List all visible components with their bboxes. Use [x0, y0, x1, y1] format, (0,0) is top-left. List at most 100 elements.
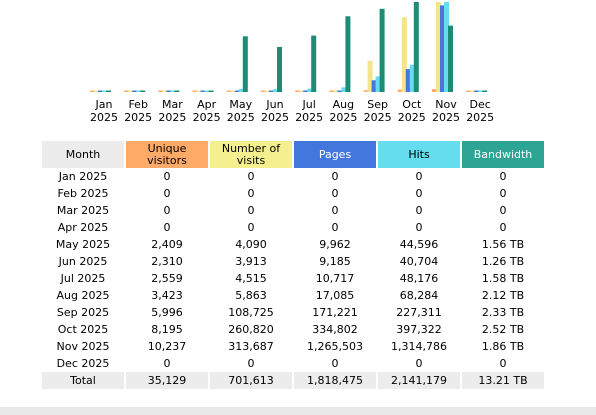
cell-pages: 0 — [331, 204, 339, 217]
x-tick-label: Aug — [333, 98, 354, 111]
cell-month: Oct 2025 — [57, 323, 109, 336]
cell-hits: 227,311 — [396, 306, 442, 319]
cell-visits: 0 — [247, 357, 255, 370]
table-row: Dec 2025 0 0 0 0 0 — [42, 355, 544, 372]
bar-pages-11 — [474, 90, 480, 92]
cell-hits: 68,284 — [399, 289, 439, 302]
table-row: Aug 2025 3,423 5,863 17,085 68,284 2.12 TB — [42, 287, 544, 304]
cell-hits: 0 — [415, 187, 423, 200]
x-tick-label: 2025 — [158, 111, 186, 124]
cell-pages: 9,962 — [319, 238, 351, 251]
cell-hits: 0 — [415, 221, 423, 234]
header-hits: Hits — [378, 141, 460, 168]
bar-bandwidth_tb-5 — [277, 47, 282, 92]
cell-bandwidth: 0 — [499, 170, 507, 183]
bar-visits-3 — [196, 90, 202, 92]
table-row: Jun 2025 2,310 3,913 9,185 40,704 1.26 TB — [42, 253, 544, 270]
bar-hits-11 — [478, 90, 484, 92]
cell-unique: 2,310 — [151, 255, 183, 268]
bar-hits-4 — [238, 88, 244, 92]
x-tick-label: Apr — [197, 98, 217, 111]
x-tick-label: Oct — [402, 98, 422, 111]
header-bandwidth: Bandwidth — [462, 141, 544, 168]
table-row: Jul 2025 2,559 4,515 10,717 48,176 1.58 TB — [42, 270, 544, 287]
total-pages: 1,818,475 — [294, 372, 376, 389]
bar-unique-9 — [397, 89, 403, 92]
cell-visits: 0 — [247, 204, 255, 217]
cell-bandwidth: 2.52 TB — [481, 323, 525, 336]
table-row: May 2025 2,409 4,090 9,962 44,596 1.56 TB — [42, 236, 544, 253]
cell-bandwidth: 1.26 TB — [481, 255, 525, 268]
bar-pages-6 — [303, 90, 309, 92]
cell-month: Feb 2025 — [57, 187, 109, 200]
cell-visits: 313,687 — [228, 340, 274, 353]
cell-hits: 40,704 — [399, 255, 439, 268]
x-tick-label: Dec — [470, 98, 491, 111]
cell-pages: 1,265,503 — [307, 340, 363, 353]
cell-pages: 0 — [331, 357, 339, 370]
bar-hits-5 — [273, 89, 278, 92]
bar-pages-1 — [132, 90, 138, 92]
cell-pages: 0 — [331, 221, 339, 234]
cell-month: May 2025 — [55, 238, 111, 251]
total-hits: 2,141,179 — [378, 372, 460, 389]
bar-pages-4 — [234, 90, 240, 92]
bar-unique-0 — [90, 90, 95, 92]
cell-hits: 0 — [415, 170, 423, 183]
table-row: Jan 2025 0 0 0 0 0 — [42, 168, 544, 185]
bar-pages-2 — [166, 90, 172, 92]
total-label: Total — [42, 372, 124, 389]
bar-unique-4 — [226, 90, 232, 92]
cell-month: Sep 2025 — [56, 306, 110, 319]
bar-bandwidth_tb-1 — [140, 90, 146, 92]
bar-visits-9 — [401, 17, 407, 93]
cell-unique: 0 — [163, 357, 171, 370]
bar-visits-5 — [265, 90, 270, 92]
bar-hits-0 — [102, 90, 107, 92]
x-tick-label: 2025 — [329, 111, 357, 124]
total-bandwidth: 13.21 TB — [462, 372, 544, 389]
cell-pages: 334,802 — [312, 323, 358, 336]
bar-unique-10 — [432, 89, 437, 92]
cell-visits: 260,820 — [228, 323, 274, 336]
table-row: Feb 2025 0 0 0 0 0 — [42, 185, 544, 202]
cell-unique: 0 — [163, 170, 171, 183]
x-tick-label: 2025 — [398, 111, 426, 124]
cell-pages: 9,185 — [319, 255, 351, 268]
cell-pages: 10,717 — [315, 272, 355, 285]
bar-unique-8 — [363, 90, 369, 92]
cell-month: Dec 2025 — [56, 357, 110, 370]
bar-bandwidth_tb-2 — [174, 90, 180, 92]
x-tick-label: 2025 — [261, 111, 289, 124]
cell-hits: 48,176 — [399, 272, 439, 285]
bar-bandwidth_tb-8 — [379, 8, 385, 92]
bar-pages-5 — [269, 90, 274, 92]
cell-unique: 0 — [163, 221, 171, 234]
x-tick-label: Sep — [367, 98, 388, 111]
x-tick-label: Jun — [265, 98, 283, 111]
bar-unique-1 — [124, 90, 130, 92]
table-row: Mar 2025 0 0 0 0 0 — [42, 202, 544, 219]
cell-bandwidth: 1.56 TB — [481, 238, 525, 251]
bar-visits-10 — [436, 2, 441, 92]
cell-pages: 0 — [331, 187, 339, 200]
cell-bandwidth: 0 — [499, 187, 507, 200]
total-unique-visitors: 35,129 — [126, 372, 208, 389]
monthly-stats-table: Month Unique visitors Number of visits Pag… — [40, 141, 546, 389]
bar-unique-3 — [192, 90, 198, 92]
x-tick-label: 2025 — [364, 111, 392, 124]
table-total-row: Total 35,129 701,613 1,818,475 2,141,179… — [42, 372, 544, 389]
cell-visits: 0 — [247, 187, 255, 200]
bar-bandwidth_tb-4 — [242, 36, 248, 92]
header-month: Month — [42, 141, 124, 168]
cell-hits: 0 — [415, 204, 423, 217]
cell-unique: 0 — [163, 187, 171, 200]
bar-bandwidth_tb-9 — [413, 2, 419, 92]
cell-visits: 3,913 — [235, 255, 267, 268]
bar-visits-0 — [94, 90, 99, 92]
table-header-row: Month Unique visitors Number of visits Pag… — [42, 141, 544, 168]
monthly-history-chart: Jan2025Feb2025Mar2025Apr2025May2025Jun20… — [90, 2, 494, 124]
cell-bandwidth: 0 — [499, 357, 507, 370]
x-tick-label: Nov — [435, 98, 457, 111]
bar-hits-10 — [444, 2, 449, 92]
